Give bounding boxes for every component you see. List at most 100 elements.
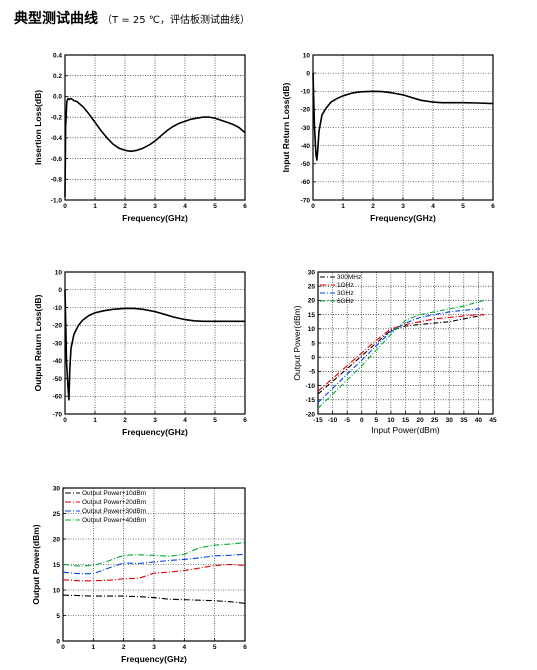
y-tick-label: -0.4 — [51, 135, 63, 142]
y-tick-label: 0 — [58, 287, 62, 294]
series-line-0 — [64, 289, 245, 401]
x-tick-label: 0 — [311, 203, 315, 210]
y-tick-label: 30 — [53, 485, 61, 492]
series-line-0 — [317, 314, 485, 395]
y-axis-label: Output Return Loss(dB) — [33, 294, 43, 391]
y-tick-label: 0 — [56, 638, 60, 645]
series-line-1 — [317, 314, 485, 392]
y-tick-label: 20 — [53, 536, 61, 543]
x-tick-label: 6 — [243, 203, 247, 210]
y-tick-label: -10 — [301, 89, 311, 96]
y-tick-label: -60 — [53, 394, 63, 401]
x-tick-label: 0 — [63, 203, 67, 210]
x-axis-label: Input Power(dBm) — [371, 425, 440, 435]
y-tick-label: 0.2 — [53, 73, 62, 80]
x-tick-label: 4 — [431, 203, 435, 210]
x-tick-label: 5 — [375, 417, 379, 424]
x-tick-label: 2 — [123, 417, 127, 424]
legend-label: Output Power+20dBm — [82, 499, 146, 506]
x-tick-label: 30 — [446, 417, 454, 424]
y-tick-label: 5 — [311, 340, 315, 347]
y-tick-label: 10 — [308, 326, 316, 333]
page-title: 典型测试曲线 — [14, 11, 98, 27]
y-tick-label: 15 — [53, 562, 61, 569]
y-tick-label: 0 — [306, 70, 310, 77]
y-tick-label: -0.2 — [51, 114, 63, 121]
y-tick-label: -15 — [306, 397, 316, 404]
y-tick-label: 25 — [308, 284, 316, 291]
y-tick-label: -40 — [301, 143, 311, 150]
x-tick-label: 5 — [213, 644, 217, 651]
x-tick-label: 0 — [360, 417, 364, 424]
x-tick-label: 35 — [460, 417, 468, 424]
y-tick-label: -1.0 — [51, 197, 63, 204]
x-tick-label: 1 — [341, 203, 345, 210]
x-tick-label: -5 — [344, 417, 350, 424]
y-tick-label: -60 — [301, 179, 311, 186]
chart-output-power-vs-frequency: 0 1 2 3 4 5 6 0 5 10 15 20 25 30 Frequency(GHz) Output … — [31, 485, 247, 664]
y-tick-label: 5 — [56, 613, 60, 620]
y-tick-label: 30 — [308, 269, 316, 276]
y-tick-label: 25 — [53, 511, 61, 518]
x-tick-label: 1 — [92, 644, 96, 651]
series-line-0 — [312, 73, 494, 161]
y-tick-label: 10 — [55, 269, 63, 276]
x-axis-label: Frequency(GHz) — [370, 213, 436, 223]
y-tick-label: -50 — [53, 376, 63, 383]
y-tick-label: -70 — [301, 197, 311, 204]
x-tick-label: 3 — [153, 417, 157, 424]
x-tick-label: 1 — [93, 203, 97, 210]
y-tick-label: 20 — [308, 298, 316, 305]
chart-power-transfer: -15 -10 -5 0 5 10 15 20 25 30 35 40 45-20-15-10-5051… — [292, 269, 497, 435]
x-tick-label: 3 — [153, 203, 157, 210]
series-line-0 — [64, 97, 246, 197]
legend-label: 1GHz — [337, 282, 354, 289]
y-tick-label: 0.0 — [53, 94, 62, 101]
y-tick-label: -20 — [306, 411, 316, 418]
x-tick-label: -10 — [328, 417, 338, 424]
series-line-2 — [317, 308, 485, 403]
chart-input-return-loss: 0 1 2 3 4 5 6 -70 -60 -50 -40 -30 -20 -10 0 10 Frequency… — [281, 52, 495, 223]
y-tick-label: 10 — [303, 52, 311, 59]
x-tick-label: 10 — [387, 417, 395, 424]
chart-insertion-loss: 0 1 2 3 4 5 6 -1.0 -0.8 -0.6 -0.4 -0.2 0.0 0.2 0.4 Freq… — [33, 52, 247, 223]
y-tick-label: -40 — [53, 358, 63, 365]
legend-label: Output Power+40dBm — [82, 517, 146, 524]
y-tick-label: 10 — [53, 587, 61, 594]
series-line-1 — [62, 563, 246, 582]
y-tick-label: -20 — [301, 107, 311, 114]
y-tick-label: -30 — [301, 125, 311, 132]
y-tick-label: -50 — [301, 161, 311, 168]
x-tick-label: 2 — [123, 203, 127, 210]
y-tick-label: -20 — [53, 323, 63, 330]
legend-label: 300MHz — [337, 274, 361, 281]
x-axis-label: Frequency(GHz) — [122, 427, 188, 437]
x-tick-label: 4 — [183, 417, 187, 424]
x-axis-label: Frequency(GHz) — [122, 213, 188, 223]
x-tick-label: 1 — [93, 417, 97, 424]
series-line-0 — [62, 594, 246, 604]
x-tick-label: 3 — [401, 203, 405, 210]
y-tick-label: 0.4 — [53, 52, 62, 59]
x-tick-label: 6 — [243, 644, 247, 651]
x-tick-label: 45 — [489, 417, 497, 424]
x-tick-label: 0 — [61, 644, 65, 651]
y-tick-label: -10 — [53, 305, 63, 312]
x-axis-label: Frequency(GHz) — [121, 654, 187, 664]
x-tick-label: 6 — [243, 417, 247, 424]
y-tick-label: -70 — [53, 411, 63, 418]
y-tick-label: -0.6 — [51, 156, 63, 163]
y-axis-label: Output Power(dBm) — [31, 524, 41, 604]
x-tick-label: 25 — [431, 417, 439, 424]
x-tick-label: 2 — [371, 203, 375, 210]
series-line-3 — [62, 542, 246, 567]
legend-label: Output Power+30dBm — [82, 508, 146, 515]
x-tick-label: 4 — [183, 203, 187, 210]
y-tick-label: -30 — [53, 340, 63, 347]
y-tick-label: 0 — [311, 355, 315, 362]
page-header: 典型测试曲线 （T = 25 ℃，评估板测试曲线） — [14, 8, 250, 28]
y-axis-label: Insertion Loss(dB) — [33, 90, 43, 165]
series-line-3 — [317, 299, 485, 409]
y-axis-label: Output Power(dBm) — [292, 305, 302, 380]
x-tick-label: 5 — [213, 203, 217, 210]
